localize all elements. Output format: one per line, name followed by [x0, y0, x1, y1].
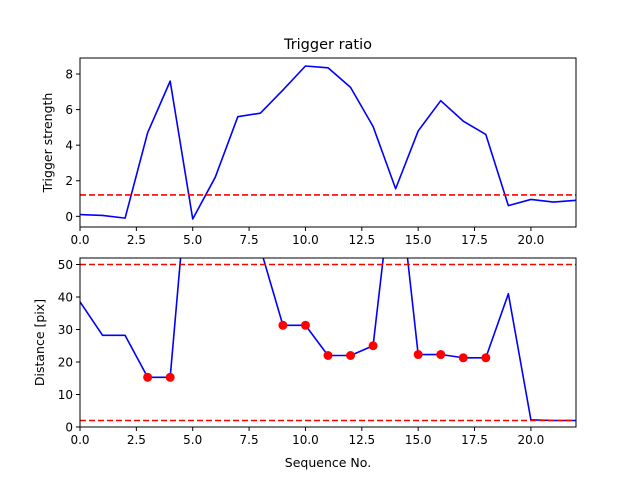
- x-tick-label: 17.5: [461, 433, 488, 447]
- x-tick-label: 10.0: [292, 433, 319, 447]
- axes-frame: [79, 257, 577, 428]
- data-marker: [436, 350, 446, 360]
- data-marker: [165, 372, 175, 382]
- x-tick-label: 2.5: [127, 233, 146, 247]
- y-tick-label: 40: [58, 291, 73, 305]
- x-tick-label: 7.5: [240, 433, 259, 447]
- x-tick-label: 2.5: [127, 433, 146, 447]
- x-tick-label: 15.0: [405, 233, 432, 247]
- y-tick-label: 10: [58, 388, 73, 402]
- chart-title: Trigger ratio: [283, 37, 372, 53]
- x-tick-label: 7.5: [240, 233, 259, 247]
- x-tick-label: 12.5: [348, 233, 375, 247]
- y-tick-label: 4: [65, 139, 73, 153]
- x-tick-label: 17.5: [461, 233, 488, 247]
- data-marker: [300, 320, 310, 330]
- data-marker: [143, 372, 153, 382]
- y-tick-label: 0: [65, 421, 73, 435]
- y-axis-label: Trigger strength: [40, 93, 55, 194]
- data-marker: [346, 351, 356, 360]
- data-marker: [458, 353, 468, 363]
- axes-frame: [79, 57, 577, 228]
- x-tick-label: 5.0: [183, 433, 202, 447]
- x-tick-label: 20.0: [518, 433, 545, 447]
- x-tick-label: 5.0: [183, 233, 202, 247]
- y-axis-label: Distance [pix]: [32, 299, 47, 386]
- bottom-panel-distance: 0.0 2.5 5.0 7.5 10.0 12.5 15.0 17.5 20.0 0 10 20 30 4…: [32, 257, 577, 470]
- x-tick-label: 0.0: [70, 233, 89, 247]
- x-tick-label: 0.0: [70, 433, 89, 447]
- y-tick-label: 6: [65, 103, 73, 117]
- y-tick-label: 2: [65, 174, 73, 188]
- data-marker: [278, 320, 288, 330]
- data-marker: [413, 350, 423, 360]
- y-tick-label: 20: [58, 356, 73, 370]
- x-tick-label: 12.5: [348, 433, 375, 447]
- y-tick-label: 50: [58, 258, 73, 272]
- x-tick-label: 15.0: [405, 433, 432, 447]
- x-tick-label: 20.0: [518, 233, 545, 247]
- x-axis-label: Sequence No.: [285, 455, 371, 470]
- y-tick-label: 0: [65, 210, 73, 224]
- series-line-0-0: [80, 65, 576, 220]
- top-panel-trigger-ratio: 0.0 2.5 5.0 7.5 10.0 12.5 15.0 17.5 20.0 0 2 4 6 8 Tri…: [40, 37, 577, 270]
- x-tick-label: 10.0: [292, 233, 319, 247]
- y-tick-label: 30: [58, 323, 73, 337]
- data-marker: [481, 353, 491, 363]
- data-marker: [323, 351, 333, 360]
- data-marker: [368, 341, 378, 351]
- y-tick-label: 8: [65, 68, 73, 82]
